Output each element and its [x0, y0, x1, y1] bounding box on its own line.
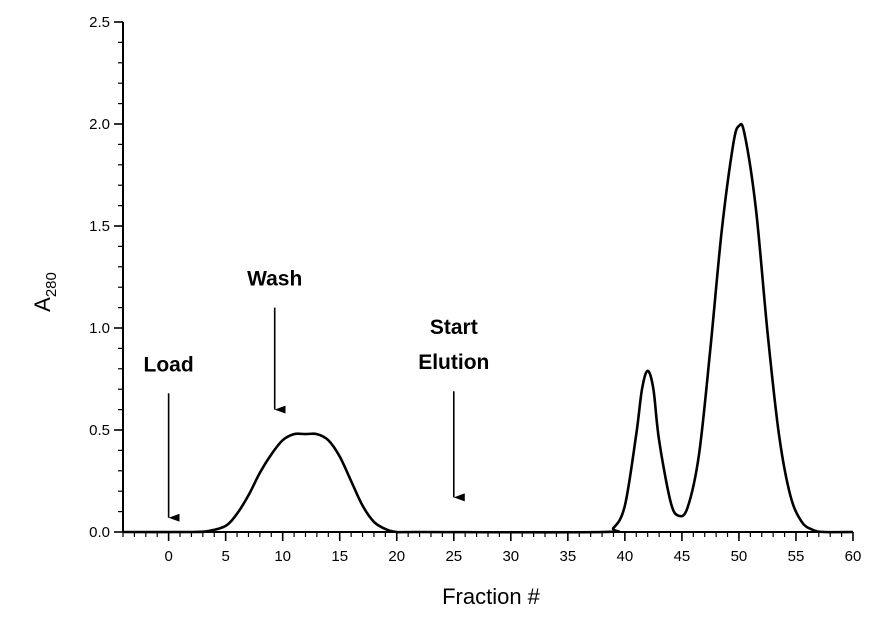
- annotation-label: Elution: [418, 351, 489, 374]
- x-tick-label: 20: [388, 548, 405, 565]
- x-axis-title: Fraction #: [442, 584, 541, 609]
- axes: [122, 22, 853, 533]
- x-tick-label: 25: [445, 548, 462, 565]
- x-tick-label: 10: [274, 548, 291, 565]
- x-tick-label: 35: [560, 548, 577, 565]
- x-tick-label: 5: [221, 548, 229, 565]
- x-tick-label: 0: [164, 548, 172, 565]
- y-tick-label: 0.5: [89, 422, 110, 439]
- x-tick-label: 55: [788, 548, 805, 565]
- annotation-label: Load: [144, 353, 194, 376]
- y-tick-label: 2.5: [89, 14, 110, 31]
- series-layer: [122, 122, 854, 534]
- x-tick-label: 50: [731, 548, 748, 565]
- y-tick-label: 2.0: [89, 116, 110, 133]
- x-tick-label: 45: [674, 548, 691, 565]
- y-axis-title-main: A: [30, 297, 55, 312]
- y-tick-label: 1.0: [89, 320, 110, 337]
- absorbance-curve: [122, 122, 854, 534]
- annotations: Load Wash Start Elution: [144, 268, 489, 522]
- y-ticks: 0.0 0.5 1.0 1.5 2.0 2.5: [89, 14, 123, 541]
- annotation-label: Wash: [247, 268, 302, 291]
- y-tick-label: 1.5: [89, 218, 110, 235]
- x-tick-label: 60: [845, 548, 862, 565]
- y-tick-label: 0.0: [89, 524, 110, 541]
- y-axis-title: A280: [30, 272, 60, 312]
- x-tick-label: 30: [502, 548, 519, 565]
- x-tick-label: 15: [331, 548, 348, 565]
- annotation-label: Start: [430, 316, 478, 339]
- x-tick-label: 40: [617, 548, 634, 565]
- y-axis-title-sub: 280: [43, 272, 60, 297]
- x-ticks: 0 5 10 15 20 25 30 35 40 45 50 55 60: [122, 532, 862, 565]
